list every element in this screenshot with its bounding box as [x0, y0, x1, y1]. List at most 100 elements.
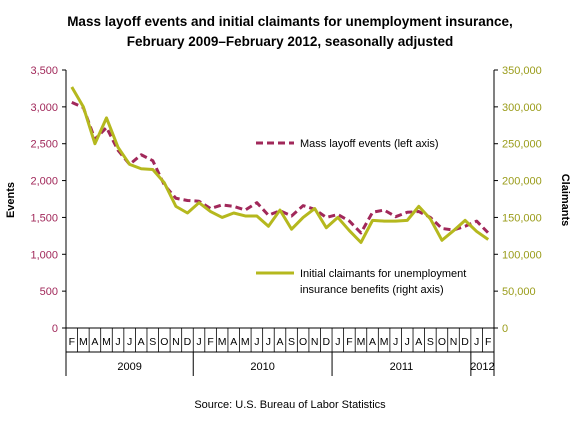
right-axis-tick-label: 200,000	[502, 176, 542, 188]
x-tick-label: D	[184, 336, 192, 348]
left-axis-tick-label: 0	[52, 323, 58, 335]
series-line-initial-claimants	[70, 86, 490, 244]
x-tick-label: O	[299, 336, 307, 348]
data-point-initial-claimants	[383, 220, 385, 222]
data-point-initial-claimants	[290, 228, 292, 230]
data-point-mass-layoff-events	[233, 205, 235, 207]
right-axis-label: Claimants	[559, 174, 571, 227]
data-point-initial-claimants	[94, 143, 96, 145]
left-axis-tick-label: 3,000	[30, 102, 58, 114]
data-point-mass-layoff-events	[487, 232, 489, 234]
x-tick-label: N	[311, 336, 319, 348]
data-point-initial-claimants	[117, 146, 119, 148]
data-point-initial-claimants	[71, 86, 73, 88]
left-axis-tick-label: 1,500	[30, 212, 58, 224]
data-point-mass-layoff-events	[256, 201, 258, 203]
x-tick-label: M	[79, 336, 88, 348]
data-point-initial-claimants	[209, 210, 211, 212]
series-line-mass-layoff-events	[71, 101, 490, 235]
data-point-mass-layoff-events	[175, 197, 177, 199]
year-label: 2009	[117, 361, 141, 373]
left-axis-tick-label: 2,500	[30, 139, 58, 151]
x-tick-label: O	[160, 336, 168, 348]
data-point-initial-claimants	[140, 168, 142, 170]
data-point-initial-claimants	[337, 216, 339, 218]
data-point-mass-layoff-events	[348, 220, 350, 222]
data-point-initial-claimants	[348, 229, 350, 231]
right-axis-tick-label: 50,000	[502, 286, 536, 298]
data-point-initial-claimants	[82, 106, 84, 108]
x-tick-label: S	[427, 336, 434, 348]
legend: Mass layoff events (left axis) Initial c…	[256, 138, 466, 296]
x-tick-label: M	[241, 336, 250, 348]
data-point-initial-claimants	[360, 241, 362, 243]
right-axis-tick-label: 250,000	[502, 139, 542, 151]
x-tick-label: M	[102, 336, 111, 348]
data-point-initial-claimants	[475, 230, 477, 232]
left-axis-tick-label: 3,500	[30, 65, 58, 77]
data-point-mass-layoff-events	[244, 209, 246, 211]
x-tick-label: S	[288, 336, 295, 348]
data-point-mass-layoff-events	[117, 149, 119, 151]
data-point-mass-layoff-events	[71, 101, 73, 103]
data-point-mass-layoff-events	[464, 225, 466, 227]
left-axis-tick-label: 1,000	[30, 249, 58, 261]
year-label: 2011	[390, 361, 414, 373]
right-axis-tick-label: 350,000	[502, 65, 542, 77]
data-point-initial-claimants	[325, 227, 327, 229]
data-point-initial-claimants	[221, 216, 223, 218]
x-tick-label: J	[393, 336, 398, 348]
data-point-mass-layoff-events	[406, 211, 408, 213]
data-point-mass-layoff-events	[163, 184, 165, 186]
right-axis-tick-label: 150,000	[502, 212, 542, 224]
x-tick-label: J	[335, 336, 340, 348]
data-point-initial-claimants	[163, 182, 165, 184]
data-point-initial-claimants	[441, 239, 443, 241]
data-point-initial-claimants	[464, 219, 466, 221]
x-tick-label: O	[438, 336, 446, 348]
x-tick-label: F	[485, 336, 491, 348]
data-point-mass-layoff-events	[94, 138, 96, 140]
x-tick-label: J	[196, 336, 201, 348]
x-tick-label: J	[405, 336, 410, 348]
data-point-initial-claimants	[279, 209, 281, 211]
right-axis-tick-label: 0	[502, 323, 508, 335]
year-label: 2012	[470, 361, 494, 373]
data-point-mass-layoff-events	[383, 209, 385, 211]
x-tick-label: D	[461, 336, 469, 348]
data-point-mass-layoff-events	[475, 220, 477, 222]
data-point-mass-layoff-events	[360, 232, 362, 234]
data-point-mass-layoff-events	[441, 227, 443, 229]
x-tick-label: A	[138, 336, 145, 348]
data-point-initial-claimants	[394, 220, 396, 222]
data-point-initial-claimants	[198, 201, 200, 203]
left-axis-tick-label: 500	[40, 286, 58, 298]
x-tick-label: M	[218, 336, 227, 348]
data-point-mass-layoff-events	[325, 216, 327, 218]
x-tick-label: D	[322, 336, 330, 348]
data-point-initial-claimants	[487, 238, 489, 240]
x-tick-label: A	[91, 336, 98, 348]
data-point-initial-claimants	[256, 215, 258, 217]
series-lines	[70, 86, 490, 244]
left-axis-label: Events	[5, 182, 17, 218]
data-point-initial-claimants	[429, 218, 431, 220]
x-tick-label: A	[369, 336, 376, 348]
legend-events-label: Mass layoff events (left axis)	[300, 138, 439, 150]
x-tick-label: N	[450, 336, 458, 348]
x-tick-label: M	[380, 336, 389, 348]
data-point-initial-claimants	[452, 229, 454, 231]
data-point-mass-layoff-events	[221, 204, 223, 206]
data-point-initial-claimants	[152, 168, 154, 170]
x-tick-label: J	[254, 336, 259, 348]
left-axis-tick-label: 2,000	[30, 176, 58, 188]
x-tick-label: M	[357, 336, 366, 348]
data-point-mass-layoff-events	[394, 215, 396, 217]
data-point-mass-layoff-events	[290, 215, 292, 217]
data-point-initial-claimants	[314, 207, 316, 209]
data-point-mass-layoff-events	[140, 154, 142, 156]
x-tick-label: A	[415, 336, 422, 348]
chart-title-line1: Mass layoff events and initial claimants…	[67, 14, 513, 29]
data-point-initial-claimants	[175, 205, 177, 207]
data-point-mass-layoff-events	[209, 207, 211, 209]
